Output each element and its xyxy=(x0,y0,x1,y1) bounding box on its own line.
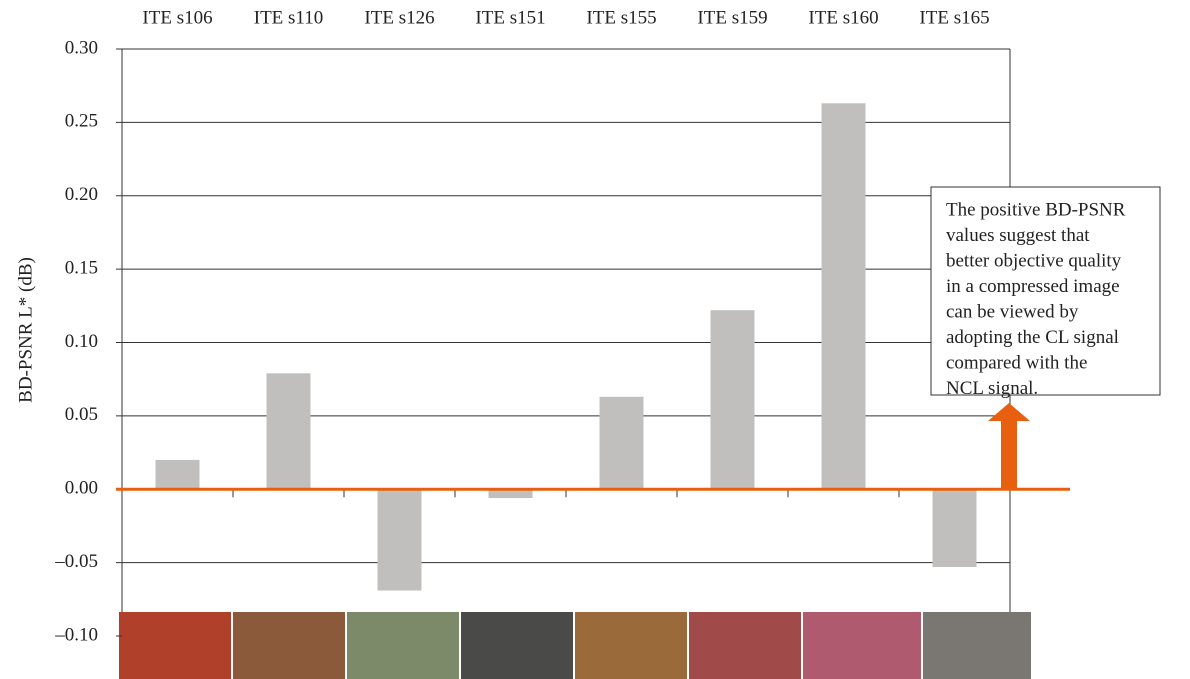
thumbnails xyxy=(119,612,1031,679)
annotation-line: compared with the xyxy=(946,352,1087,373)
annotation-box xyxy=(930,186,1161,396)
annotation-line: The positive BD-PSNR xyxy=(946,199,1126,220)
y-tick-label: –0.05 xyxy=(54,551,98,572)
y-tick-label: 0.10 xyxy=(65,331,98,352)
bar xyxy=(710,310,755,490)
bar xyxy=(599,396,644,490)
bar xyxy=(821,103,866,490)
y-tick-label: 0.20 xyxy=(65,184,98,205)
y-tick-label: 0.30 xyxy=(65,37,98,58)
x-tick-label: ITE s155 xyxy=(586,7,656,28)
x-tick-label: ITE s126 xyxy=(364,7,434,28)
annotation-line: adopting the CL signal xyxy=(946,327,1119,348)
y-tick-label: 0.15 xyxy=(65,257,98,278)
annotation-line: NCL signal. xyxy=(946,378,1038,399)
y-tick-label: 0.05 xyxy=(65,404,98,425)
annotation-line: better objective quality xyxy=(946,250,1122,271)
annotation-line: can be viewed by xyxy=(946,301,1079,322)
y-axis-label: BD-PSNR L* (dB) xyxy=(15,257,36,403)
bar xyxy=(488,489,533,499)
bar xyxy=(932,489,977,568)
annotation-line: values suggest that xyxy=(946,225,1090,246)
y-tick-label: –0.10 xyxy=(54,624,98,645)
x-tick-label: ITE s159 xyxy=(697,7,767,28)
x-tick-label: ITE s110 xyxy=(254,7,323,28)
bar xyxy=(266,373,311,490)
x-tick-label: ITE s165 xyxy=(919,7,989,28)
arrow xyxy=(988,403,1030,489)
bar xyxy=(155,459,200,490)
bar xyxy=(377,489,422,591)
x-tick-label: ITE s151 xyxy=(475,7,545,28)
y-tick-label: 0.25 xyxy=(65,111,98,132)
x-tick-label: ITE s160 xyxy=(808,7,878,28)
x-tick-label: ITE s106 xyxy=(142,7,212,28)
annotation-line: in a compressed image xyxy=(946,276,1120,297)
y-tick-label: 0.00 xyxy=(65,478,98,499)
